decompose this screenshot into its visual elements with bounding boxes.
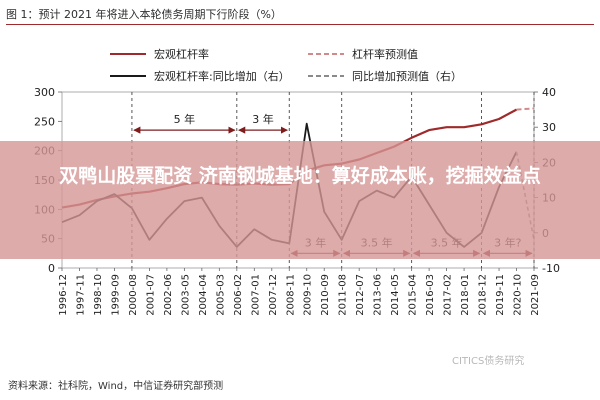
cycle-label: 3 年	[252, 112, 274, 126]
x-tick-label: 2009-10	[303, 274, 314, 316]
y-left-tick-label: 250	[34, 115, 55, 128]
x-tick-label: 2020-10	[513, 274, 524, 316]
cycle-label: 5 年	[174, 112, 196, 126]
x-tick-label: 2000-08	[128, 274, 139, 316]
y-right-tick-label: 30	[542, 121, 556, 134]
source-note: 资料来源：社科院，Wind，中信证券研究部预测	[8, 381, 224, 392]
x-tick-label: 2021-09	[530, 274, 541, 316]
x-tick-label: 2016-03	[425, 274, 436, 316]
overlay-banner: 双鸭山股票配资 济南钢城基地：算好成本账，挖掘效益点	[0, 141, 600, 259]
x-tick-label: 1996-12	[58, 274, 69, 316]
x-tick-label: 2002-06	[163, 274, 174, 316]
x-tick-label: 2007-12	[268, 274, 279, 316]
x-tick-label: 1999-09	[110, 274, 121, 316]
x-tick-label: 2003-05	[180, 274, 191, 316]
banner-text: 双鸭山股票配资 济南钢城基地：算好成本账，挖掘效益点	[59, 165, 541, 187]
y-right-tick-label: -10	[542, 262, 560, 275]
x-tick-label: 2019-11	[495, 274, 506, 316]
x-tick-label: 1998-10	[93, 274, 104, 316]
x-tick-label: 2008-11	[285, 274, 296, 316]
chart-title: 图 1：预计 2021 年将进入本轮债务周期下行阶段（%）	[6, 8, 282, 21]
x-tick-label: 2014-05	[390, 274, 401, 316]
x-tick-label: 2017-02	[443, 274, 454, 316]
x-tick-label: 2001-07	[145, 274, 156, 316]
watermark: CITICS债务研究	[452, 356, 525, 367]
y-left-tick-label: 0	[48, 262, 55, 275]
x-tick-label: 2007-01	[250, 274, 261, 316]
x-tick-label: 2013-06	[373, 274, 384, 316]
x-tick-label: 2011-08	[338, 274, 349, 316]
x-tick-label: 2018-01	[460, 274, 471, 316]
x-tick-label: 2006-02	[233, 274, 244, 316]
series-leverage-forecast-line	[516, 107, 535, 111]
legend-label: 杠杆率预测值	[352, 47, 418, 61]
x-tick-label: 2015-04	[408, 274, 419, 316]
x-tick-label: 2012-07	[355, 274, 366, 316]
legend-label: 宏观杠杆率:同比增加（右）	[154, 69, 290, 83]
x-tick-label: 2018-12	[478, 274, 489, 316]
y-right-tick-label: 40	[542, 86, 556, 99]
legend-label: 同比增加预测值（右）	[352, 69, 462, 83]
x-tick-label: 2010-09	[320, 274, 331, 316]
x-tick-label: 2004-04	[198, 274, 209, 316]
title-rule	[6, 24, 594, 25]
x-tick-label: 2005-03	[215, 274, 226, 316]
legend-label: 宏观杠杆率	[154, 47, 209, 61]
y-left-tick-label: 300	[34, 86, 55, 99]
x-tick-label: 1997-11	[75, 274, 86, 316]
